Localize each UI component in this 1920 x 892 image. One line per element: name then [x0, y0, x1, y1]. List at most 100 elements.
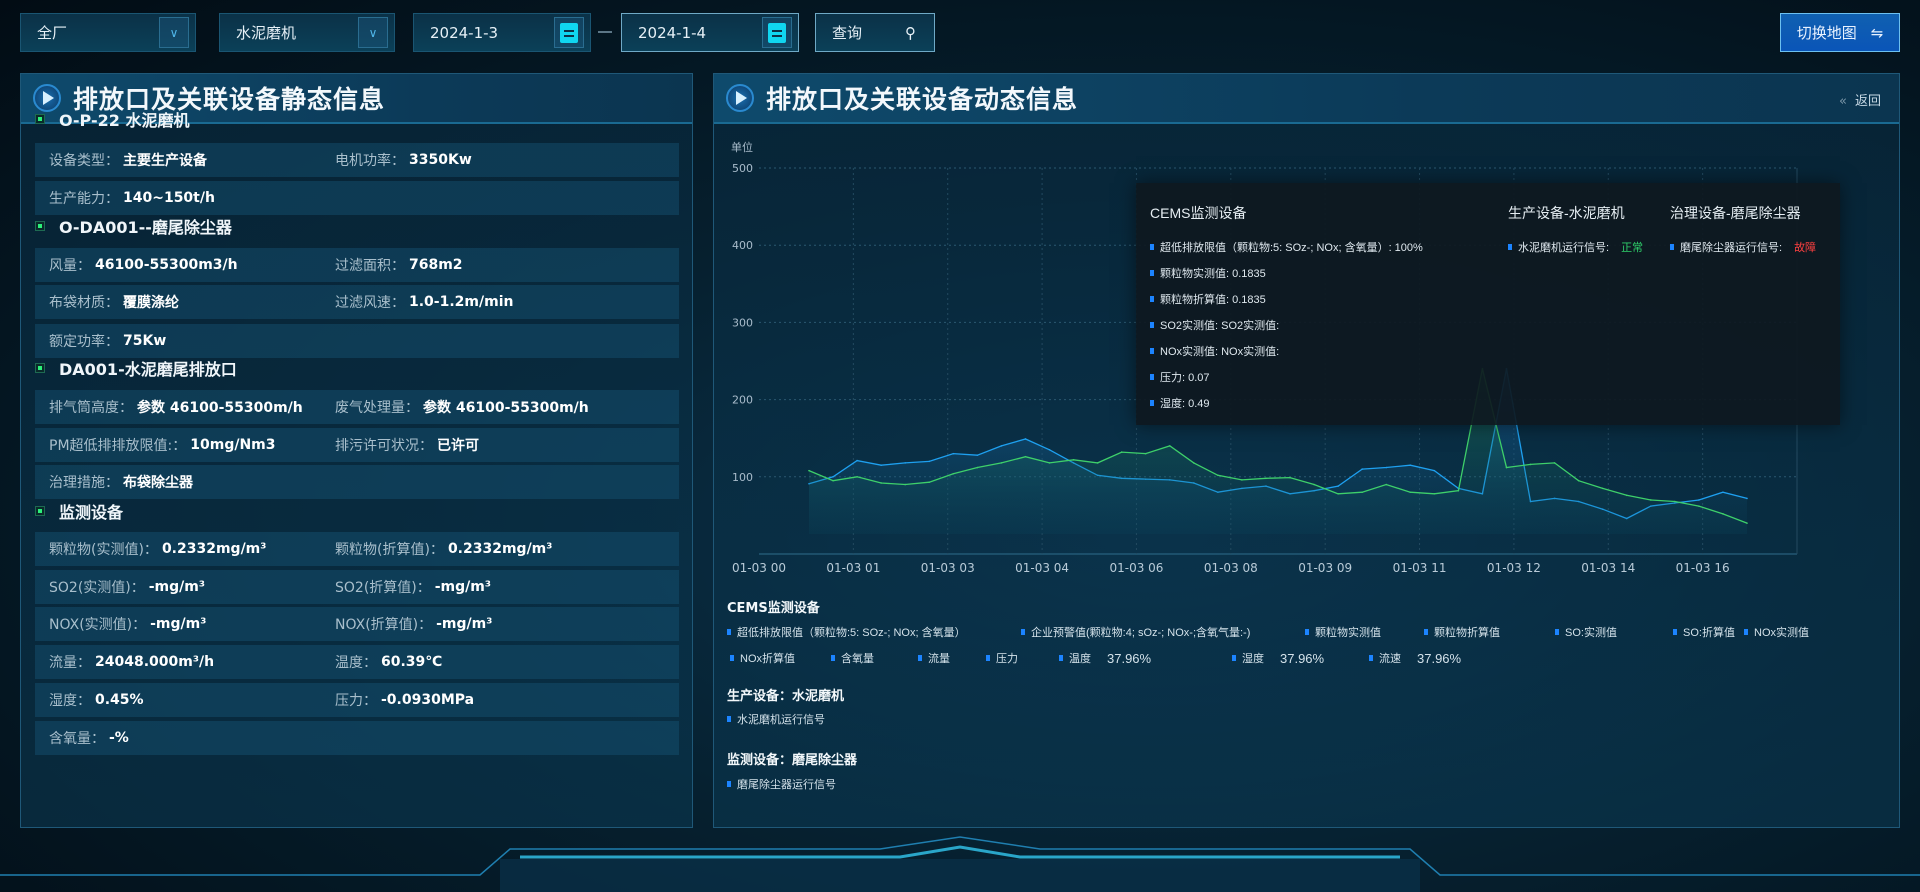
- data-point: [904, 462, 907, 464]
- series-area-1: [809, 368, 1747, 534]
- data-point: [1337, 485, 1339, 487]
- legend-marker: [1424, 629, 1428, 635]
- x-tick-label: 01-03 08: [1204, 561, 1258, 575]
- legend-item[interactable]: NOx折算值: [730, 650, 811, 666]
- query-button[interactable]: 查询 ⚲: [815, 13, 935, 52]
- search-icon: ⚲: [905, 23, 916, 42]
- legend-item[interactable]: 水泥磨机运行信号: [727, 711, 825, 727]
- factory-select[interactable]: 全厂 ∨: [20, 13, 196, 52]
- legend-item[interactable]: 温度 37.96%: [1059, 650, 1151, 666]
- end-date-input[interactable]: 2024-1-4: [621, 13, 799, 52]
- section-title: O-P-22 水泥磨机: [59, 111, 190, 130]
- y-tick-label: 500: [732, 162, 753, 175]
- field-value: 主要生产设备: [123, 153, 207, 169]
- info-field: PM超低排排放限值:： 10mg/Nm3: [49, 435, 276, 455]
- data-point: [1553, 462, 1556, 464]
- tooltip-cems-item: 颗粒物实测值: 0.1835: [1150, 265, 1266, 281]
- x-tick-label: 01-03 16: [1676, 561, 1730, 575]
- field-label: 额定功率：: [49, 334, 119, 350]
- legend-item-label: 压力: [996, 653, 1018, 665]
- x-tick-label: 01-03 09: [1298, 561, 1352, 575]
- field-label: 颗粒物(实测值)：: [49, 542, 158, 558]
- data-point: [1168, 445, 1171, 447]
- legend-item[interactable]: SO:折算值: [1673, 624, 1735, 640]
- data-point: [904, 483, 907, 486]
- legend-item[interactable]: 湿度 37.96%: [1232, 650, 1324, 666]
- legend-item[interactable]: 超低排放限值（颗粒物:5: SOz-; NOx; 含氧量）: [727, 624, 966, 640]
- legend-marker: [727, 716, 731, 722]
- info-row: 颗粒物(实测值)： 0.2332mg/m³ 颗粒物(折算值)： 0.2332mg/m³: [35, 532, 679, 566]
- info-field: SO2(实测值)： -mg/m³: [49, 577, 205, 597]
- legend-item[interactable]: NOx实测值: [1744, 624, 1809, 640]
- data-point: [928, 460, 931, 463]
- y-tick-label: 400: [732, 239, 753, 252]
- info-field: 额定功率： 75Kw: [49, 331, 166, 351]
- back-button[interactable]: « 返回: [1839, 90, 1881, 109]
- legend-item[interactable]: SO:实测值: [1555, 624, 1617, 640]
- field-value: 24048.000m³/h: [95, 654, 215, 670]
- play-icon: [726, 84, 754, 112]
- legend-item-label: 含氧量: [841, 653, 874, 665]
- start-date-input[interactable]: 2024-1-3: [413, 13, 591, 52]
- legend-marker: [1150, 296, 1154, 302]
- field-label: 电机功率：: [335, 153, 405, 169]
- data-point: [1289, 476, 1291, 479]
- switch-map-button[interactable]: 切换地图 ⇋: [1780, 13, 1900, 52]
- calendar-icon[interactable]: [762, 17, 792, 48]
- field-value: 768m2: [409, 257, 463, 273]
- calendar-icon[interactable]: [554, 17, 584, 48]
- legend-item-label: 流速: [1379, 653, 1401, 665]
- section-header: O-P-22 水泥磨机: [35, 107, 189, 131]
- legend-item[interactable]: 压力: [986, 650, 1034, 666]
- field-value: -mg/m³: [434, 579, 492, 595]
- tooltip-mill-signal: 水泥磨机运行信号: 正常: [1508, 239, 1643, 255]
- legend-item-label: SO:实测值: [1565, 627, 1617, 639]
- tooltip-item-text: 湿度: 0.49: [1160, 398, 1210, 410]
- tooltip-treatment-title: 治理设备-磨尾除尘器: [1670, 205, 1801, 221]
- info-field: 颗粒物(实测值)： 0.2332mg/m³: [49, 539, 266, 559]
- data-point: [1361, 468, 1363, 470]
- field-value: 已许可: [437, 438, 479, 454]
- data-point: [1577, 479, 1580, 482]
- data-point: [1144, 452, 1147, 455]
- legend-item-label: NOx实测值: [1754, 627, 1809, 639]
- legend-marker: [918, 655, 922, 661]
- info-row: 排气筒高度： 参数 46100-55300m/h 废气处理量： 参数 46100-55…: [35, 390, 679, 424]
- section-header: O-DA001--磨尾除尘器: [35, 214, 232, 238]
- field-label: NOX(折算值)：: [335, 617, 433, 633]
- section-header: 监测设备: [35, 499, 123, 523]
- tooltip-cems-item: 压力: 0.07: [1150, 369, 1210, 385]
- legend-item-label: 超低排放限值（颗粒物:5: SOz-; NOx; 含氧量）: [737, 627, 966, 639]
- tooltip-item-text: 颗粒物折算值: 0.1835: [1160, 294, 1266, 306]
- legend-item[interactable]: 含氧量: [831, 650, 890, 666]
- data-point: [1337, 492, 1339, 495]
- legend-item[interactable]: 流速 37.96%: [1369, 650, 1461, 666]
- legend-item-value: 37.96%: [1107, 650, 1152, 666]
- field-label: 含氧量：: [49, 731, 105, 747]
- data-point: [1193, 462, 1195, 464]
- legend-cems-title: CEMS监测设备: [727, 601, 820, 616]
- data-point: [928, 481, 931, 484]
- data-point: [880, 464, 882, 467]
- data-point: [832, 479, 834, 482]
- legend-item[interactable]: 企业预警值(颗粒物:4; sOz-; NOx-;含氧气量:-): [1021, 624, 1250, 640]
- info-row: 设备类型： 主要生产设备 电机功率： 3350Kw: [35, 143, 679, 177]
- section-marker-icon: [35, 506, 45, 516]
- legend-item[interactable]: 颗粒物折算值: [1424, 624, 1500, 640]
- info-field: 电机功率： 3350Kw: [335, 150, 472, 170]
- date-range-separator: [598, 31, 612, 33]
- device-select[interactable]: 水泥磨机 ∨: [219, 13, 395, 52]
- field-label: 设备类型：: [49, 153, 119, 169]
- legend-marker: [1670, 244, 1674, 250]
- tooltip-item-text: SO2实测值: SO2实测值:: [1160, 320, 1280, 332]
- legend-marker: [1555, 629, 1559, 635]
- legend-item[interactable]: 磨尾除尘器运行信号: [727, 776, 836, 792]
- y-tick-label: 300: [732, 316, 753, 329]
- data-point: [856, 476, 858, 478]
- legend-item[interactable]: 颗粒物实测值: [1305, 624, 1381, 640]
- tooltip-cems-item: 颗粒物折算值: 0.1835: [1150, 291, 1266, 307]
- end-date-value: 2024-1-4: [638, 23, 707, 42]
- data-point: [1529, 463, 1532, 466]
- double-chevron-left-icon: «: [1839, 94, 1847, 109]
- legend-item[interactable]: 流量: [918, 650, 966, 666]
